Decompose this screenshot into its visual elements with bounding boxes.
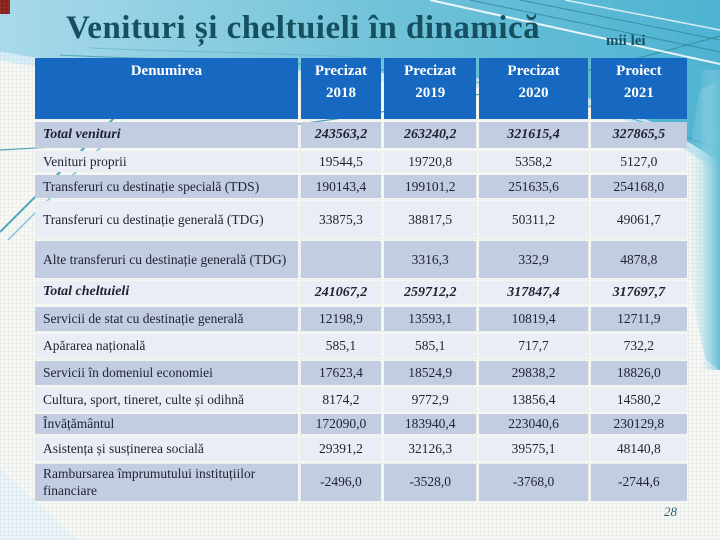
table-row-venituri-proprii: Venituri proprii 19544,5 19720,8 5358,2 … (35, 151, 687, 172)
column-header-2021: Proiect 2021 (590, 58, 687, 119)
budget-table: Denumirea Precizat 2018 Precizat 2019 Prec… (32, 55, 690, 504)
page-number: 28 (664, 504, 677, 519)
corner-line-4 (564, 0, 720, 31)
table-row-total-cheltuieli: Total cheltuieli 241067,2 259712,2 31784… (35, 281, 687, 304)
table-row-rambursarea: Rambursarea împrumutului instituțiilor f… (35, 463, 687, 501)
table-row-alte-transferuri-tdg: Alte transferuri cu destinație generală … (35, 241, 687, 278)
bottom-left-wedge (0, 468, 78, 540)
table-row-apararea-nationala: Apărarea națională 585,1 585,1 717,7 732… (35, 334, 687, 358)
table-row-asistenta-sociala: Asistența și susținerea socială 29391,2 … (35, 436, 687, 461)
corner-line-3 (519, 0, 720, 41)
column-header-2018: Precizat 2018 (300, 58, 382, 119)
right-edge-fill (700, 70, 720, 370)
column-header-2020: Precizat 2020 (479, 58, 588, 119)
column-header-denumirea: Denumirea (35, 58, 298, 119)
header-row: Denumirea Precizat 2018 Precizat 2019 Prec… (35, 58, 687, 119)
top-band (0, 0, 720, 168)
corner-line-2 (469, 0, 720, 53)
table-row-servicii-economie: Servicii în domeniul economiei 17623,4 1… (35, 361, 687, 385)
column-header-2019: Precizat 2019 (384, 58, 477, 119)
corner-line-1 (429, 0, 720, 65)
table-row-servicii-de-stat: Servicii de stat cu destinație generală … (35, 307, 687, 331)
table-row-transferuri-tds: Transferuri cu destinație specială (TDS)… (35, 175, 687, 198)
slide-title: Venituri și cheltuieli în dinamică (66, 10, 541, 46)
table-body: Total venituri 243563,2 263240,2 321615,… (35, 122, 687, 501)
table-row-cultura-sport: Cultura, sport, tineret, culte și odihnă… (35, 388, 687, 411)
corner-red-square (0, 0, 10, 14)
table-row-total-venituri: Total venituri 243563,2 263240,2 321615,… (35, 122, 687, 148)
unit-label: mii lei (606, 33, 646, 49)
table-row-transferuri-tdg: Transferuri cu destinație generală (TDG)… (35, 201, 687, 238)
table-row-invatamantul: Învățământul 172090,0 183940,4 223040,6 … (35, 414, 687, 434)
